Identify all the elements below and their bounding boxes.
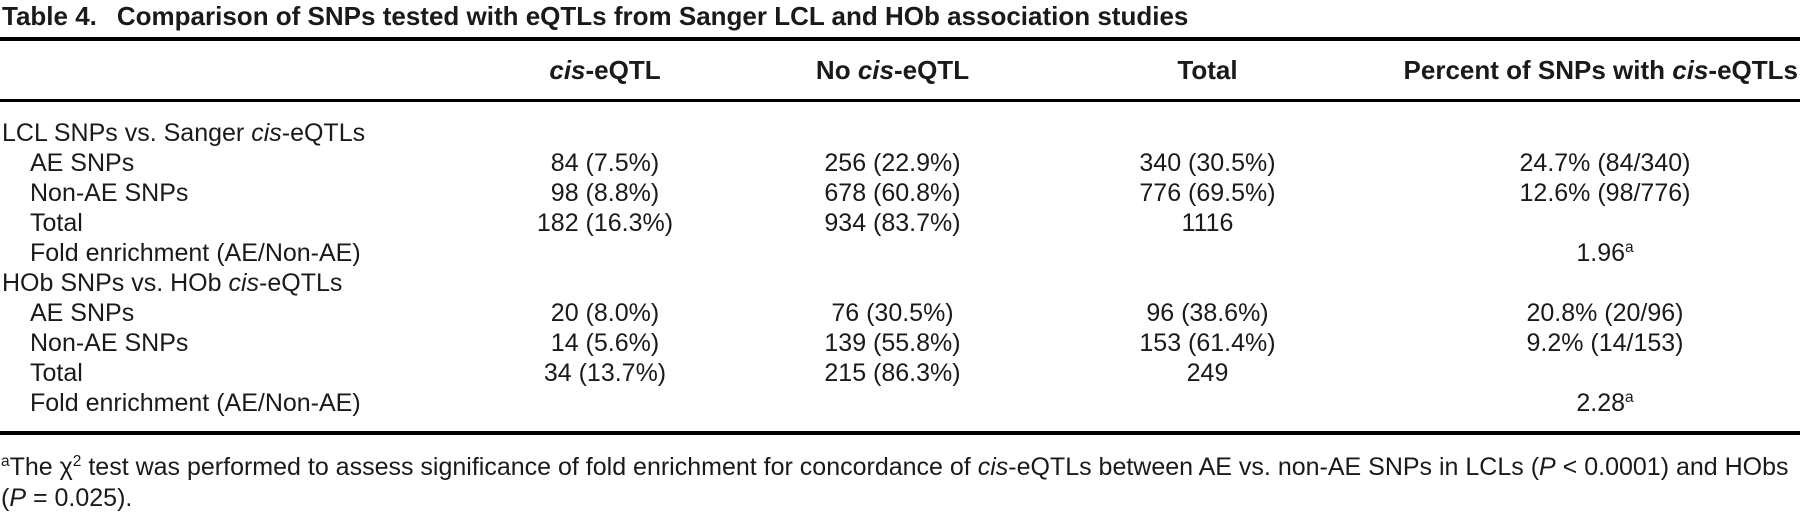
cell-no-cis-eqtl: 256 (22.9%) — [824, 149, 961, 177]
col-header-total: Total — [1045, 37, 1370, 102]
table-row-section-hob: HOb SNPs vs. HOb cis-eQTLs — [0, 268, 1800, 298]
table-footnote: aThe χ2 test was performed to assess sig… — [1, 453, 1789, 512]
cell-total — [1045, 101, 1370, 149]
cell-no-cis-eqtl — [740, 388, 1045, 433]
cell-cis-eqtl: 84 (7.5%) — [550, 149, 660, 177]
table-body: LCL SNPs vs. Sanger cis-eQTLs AE SNPs 84… — [0, 101, 1800, 434]
table-title: Table 4. Comparison of SNPs tested with e… — [0, 0, 1800, 37]
cell-no-cis-eqtl — [740, 238, 1045, 268]
row-label: AE SNPs — [30, 299, 135, 327]
cell-cis-eqtl — [470, 268, 740, 298]
cell-no-cis-eqtl — [740, 268, 1045, 298]
cell-cis-eqtl: 20 (8.0%) — [550, 299, 660, 327]
cell-no-cis-eqtl — [740, 101, 1045, 149]
row-label: Total — [30, 209, 83, 237]
col-header-no-cis-eqtl: No cis-eQTL — [740, 37, 1045, 102]
cell-percent — [1370, 101, 1800, 149]
col-header-cis-eqtl: cis-eQTL — [470, 37, 740, 102]
cell-total — [1045, 238, 1370, 268]
cell-percent: 9.2% (14/153) — [1526, 329, 1684, 357]
row-label: Fold enrichment (AE/Non-AE) — [30, 239, 361, 267]
cell-no-cis-eqtl: 139 (55.8%) — [824, 329, 961, 357]
row-label: Non-AE SNPs — [30, 179, 189, 207]
cell-cis-eqtl: 34 (13.7%) — [543, 359, 667, 387]
col-header-stub — [0, 37, 470, 102]
row-label: Fold enrichment (AE/Non-AE) — [30, 389, 361, 417]
cell-total: 153 (61.4%) — [1139, 329, 1276, 357]
cell-cis-eqtl: 98 (8.8%) — [550, 179, 660, 207]
cell-cis-eqtl — [470, 101, 740, 149]
col-header-percent-snps: Percent of SNPs with cis-eQTLs — [1370, 37, 1800, 102]
header-row: cis-eQTL No cis-eQTL Total Percent of SN… — [0, 37, 1800, 102]
table-header: cis-eQTL No cis-eQTL Total Percent of SN… — [0, 37, 1800, 102]
table-row-fold-enrichment: Fold enrichment (AE/Non-AE) 2.28a — [0, 388, 1800, 433]
table-caption: Comparison of SNPs tested with eQTLs fro… — [116, 1, 1189, 31]
cell-percent: 2.28a — [1576, 389, 1634, 417]
cell-total: 340 (30.5%) — [1139, 149, 1276, 177]
cell-cis-eqtl: 182 (16.3%) — [536, 209, 674, 237]
table-number: Table 4. — [2, 1, 97, 31]
cell-percent — [1370, 358, 1800, 388]
cell-total: 249 — [1186, 359, 1229, 387]
snp-eqtl-comparison-table: cis-eQTL No cis-eQTL Total Percent of SN… — [0, 37, 1800, 435]
cell-percent — [1370, 208, 1800, 238]
table-row-fold-enrichment: Fold enrichment (AE/Non-AE) 1.96a — [0, 238, 1800, 268]
cell-total: 776 (69.5%) — [1139, 179, 1276, 207]
cell-no-cis-eqtl: 934 (83.7%) — [824, 209, 961, 237]
cell-total: 1116 — [1181, 209, 1234, 237]
cell-percent: 20.8% (20/96) — [1526, 299, 1684, 327]
table-row-total: Total 182 (16.3%) 934 (83.7%) 1116 — [0, 208, 1800, 238]
section-label: LCL SNPs vs. Sanger cis-eQTLs — [2, 119, 366, 147]
cell-percent: 1.96a — [1576, 239, 1634, 267]
table-row-section-lcl: LCL SNPs vs. Sanger cis-eQTLs — [0, 101, 1800, 149]
row-label: Non-AE SNPs — [30, 329, 189, 357]
cell-no-cis-eqtl: 215 (86.3%) — [824, 359, 961, 387]
table-row-ae-snps: AE SNPs 84 (7.5%) 256 (22.9%) 340 (30.5%… — [0, 148, 1800, 178]
table-row-total: Total 34 (13.7%) 215 (86.3%) 249 — [0, 358, 1800, 388]
cell-total: 96 (38.6%) — [1146, 299, 1269, 327]
cell-percent: 24.7% (84/340) — [1519, 149, 1691, 177]
cell-cis-eqtl — [470, 388, 740, 433]
cell-cis-eqtl — [470, 238, 740, 268]
row-label: AE SNPs — [30, 149, 135, 177]
cell-percent — [1370, 268, 1800, 298]
table-row-non-ae-snps: Non-AE SNPs 14 (5.6%) 139 (55.8%) 153 (6… — [0, 328, 1800, 358]
cell-total — [1045, 268, 1370, 298]
cell-percent: 12.6% (98/776) — [1519, 179, 1691, 207]
section-label: HOb SNPs vs. HOb cis-eQTLs — [2, 269, 343, 297]
table-row-non-ae-snps: Non-AE SNPs 98 (8.8%) 678 (60.8%) 776 (6… — [0, 178, 1800, 208]
cell-no-cis-eqtl: 76 (30.5%) — [831, 299, 954, 327]
row-label: Total — [30, 359, 83, 387]
cell-cis-eqtl: 14 (5.6%) — [550, 329, 660, 357]
cell-no-cis-eqtl: 678 (60.8%) — [824, 179, 961, 207]
cell-total — [1045, 388, 1370, 433]
table-row-ae-snps: AE SNPs 20 (8.0%) 76 (30.5%) 96 (38.6%) … — [0, 298, 1800, 328]
